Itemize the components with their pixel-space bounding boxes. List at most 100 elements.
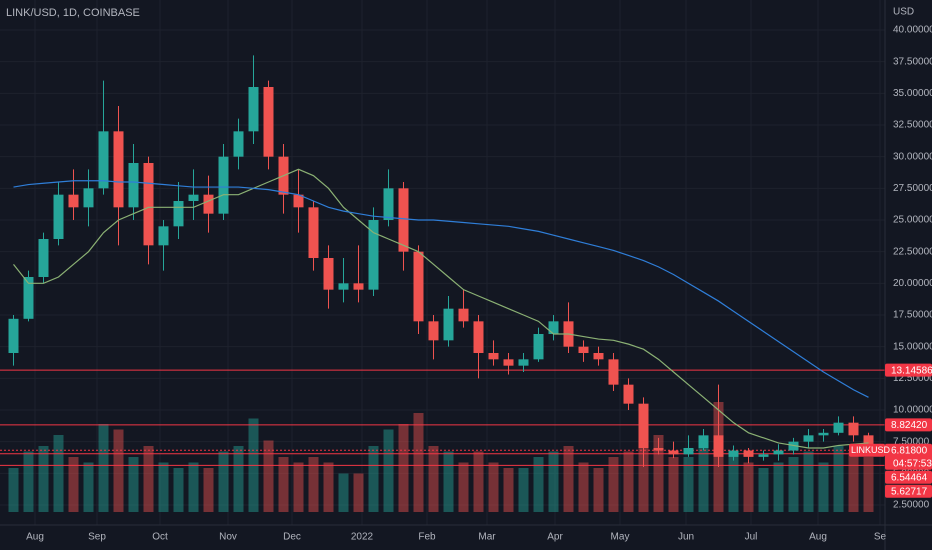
volume-bar (623, 451, 634, 512)
x-tick-label: Feb (418, 532, 436, 543)
candle-body (368, 220, 379, 290)
candle-body (458, 308, 469, 322)
volume-bar (443, 451, 454, 512)
volume-bar (668, 457, 679, 512)
volume-bar (218, 451, 229, 512)
volume-bar (308, 457, 319, 512)
volume-bar (398, 424, 409, 512)
volume-bar (863, 457, 874, 512)
moving-average (13, 168, 869, 449)
volume-bar (53, 435, 64, 512)
candle-body (863, 435, 874, 451)
volume-bar (233, 446, 244, 512)
y-tick-label: 10.00000 (893, 405, 932, 416)
candle-body (428, 321, 439, 341)
candle-body (698, 435, 709, 448)
level-badge (885, 470, 932, 484)
y-tick-label: 35.00000 (893, 88, 932, 99)
symbol-tag-text: LINKUSD (851, 445, 891, 455)
candle-body (68, 194, 79, 208)
y-tick-label: 27.50000 (893, 183, 932, 194)
candle-body (758, 454, 769, 457)
volume-bar (188, 462, 199, 512)
candle-body (8, 318, 19, 353)
volume-bar (113, 429, 124, 512)
x-tick-label: Dec (283, 532, 301, 543)
x-tick-label: Aug (809, 532, 827, 543)
volume-bar (608, 457, 619, 512)
level-badge (885, 418, 932, 432)
volume-bar (353, 473, 364, 512)
volume-bar (23, 451, 34, 512)
candle-body (788, 441, 799, 451)
volume-bar (578, 462, 589, 512)
candle-body (188, 194, 199, 201)
volume-bar (593, 468, 604, 512)
candle-body (548, 321, 559, 334)
candle-body (533, 334, 544, 360)
y-tick-label: 20.00000 (893, 278, 932, 289)
volume-bar (803, 451, 814, 512)
x-tick-label: Se (874, 532, 887, 543)
y-tick-label: 22.50000 (893, 246, 932, 257)
volume-bar (503, 468, 514, 512)
volume-bar (518, 468, 529, 512)
candle-body (488, 353, 499, 360)
candle-body (128, 163, 139, 208)
x-tick-label: Sep (88, 532, 106, 543)
volume-bar (458, 462, 469, 512)
y-tick-label: 15.00000 (893, 341, 932, 352)
candle-body (98, 131, 109, 189)
volume-bar (263, 440, 274, 512)
x-tick-label: Aug (26, 532, 44, 543)
x-tick-label: Jun (678, 532, 694, 543)
candle-body (818, 432, 829, 436)
candle-body (728, 450, 739, 457)
volume-bar (833, 446, 844, 512)
candle-body (23, 277, 34, 319)
y-tick-label: 32.50000 (893, 120, 932, 131)
moving-average (13, 180, 869, 398)
x-tick-label: Jul (745, 532, 758, 543)
volume-bar (128, 457, 139, 512)
volume-bar (98, 424, 109, 512)
volume-bar (383, 429, 394, 512)
candle-body (263, 87, 274, 157)
candle-body (53, 194, 64, 239)
candle-body (623, 384, 634, 404)
volume-bar (773, 462, 784, 512)
volume-bar (323, 462, 334, 512)
volume-bar (788, 457, 799, 512)
y-tick-label: 30.00000 (893, 151, 932, 162)
candle-body (218, 156, 229, 214)
volume-bar (653, 435, 664, 512)
candle-body (308, 207, 319, 258)
volume-bar (488, 462, 499, 512)
candle-body (518, 359, 529, 366)
y-tick-label: 25.00000 (893, 215, 932, 226)
y-tick-label: 2.50000 (893, 500, 930, 511)
candle-body (743, 450, 754, 457)
y-tick-label: 40.00000 (893, 25, 932, 36)
volume-bar (413, 413, 424, 512)
volume-bar (173, 468, 184, 512)
x-tick-label: Oct (152, 532, 168, 543)
volume-bar (758, 468, 769, 512)
y-tick-label: 37.50000 (893, 56, 932, 67)
x-tick-label: Mar (478, 532, 496, 543)
volume-bar (143, 446, 154, 512)
countdown: 04:57:53 (893, 458, 932, 469)
candle-body (443, 308, 454, 341)
candle-body (638, 403, 649, 448)
candle-body (713, 435, 724, 457)
level-badge (885, 484, 932, 498)
currency: USD (893, 7, 914, 18)
x-tick-label: May (611, 532, 630, 543)
x-tick-label: 2022 (351, 532, 374, 543)
volume-bar (548, 451, 559, 512)
candle-body (248, 87, 259, 132)
volume-bar (428, 446, 439, 512)
volume-bar (368, 446, 379, 512)
volume-bar (683, 457, 694, 512)
